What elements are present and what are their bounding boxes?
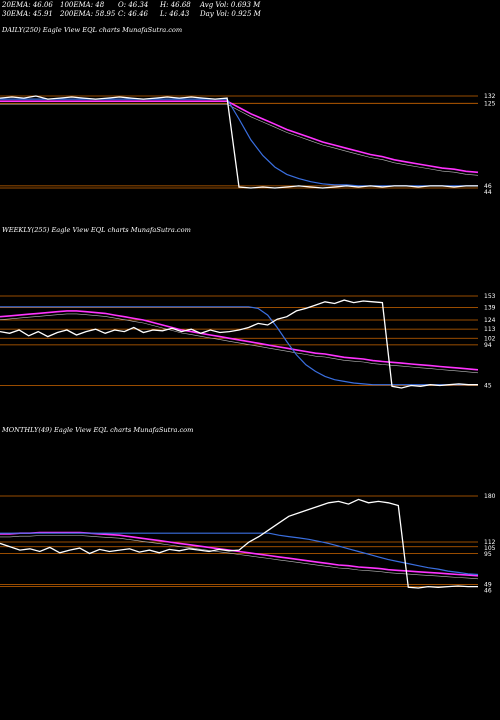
level-label-44: 44: [484, 189, 492, 196]
level-label-94: 94: [484, 342, 492, 349]
ema-mid-line: [0, 313, 479, 374]
level-label-124: 124: [484, 317, 496, 324]
open-value: O: 46.34: [118, 1, 149, 9]
level-label-45: 45: [484, 383, 492, 390]
price-line: [0, 299, 478, 389]
level-label-113: 113: [484, 326, 496, 333]
price-line: [0, 498, 478, 589]
avg-vol-value: Avg Vol: 0.693 M: [200, 1, 261, 9]
ema200-value: 200EMA: 58.95: [60, 10, 116, 18]
ema30-value: 30EMA: 45.91: [2, 10, 53, 18]
level-label-132: 132: [484, 93, 496, 100]
close-value: C: 46.46: [118, 10, 148, 18]
weekly-chart-panel: WEEKLY(255) Eagle View EQL charts Munafa…: [0, 226, 500, 396]
level-label-153: 153: [484, 293, 496, 300]
low-value: L: 46.43: [160, 10, 190, 18]
level-label-49: 49: [484, 582, 492, 589]
level-label-46: 46: [484, 183, 492, 190]
ema-fast-line: [0, 532, 479, 576]
level-label-46: 46: [484, 588, 492, 595]
ema100-value: 100EMA: 48: [60, 1, 105, 9]
price-line: [0, 95, 478, 189]
level-label-139: 139: [484, 305, 496, 312]
ema20-value: 20EMA: 46.06: [2, 1, 53, 9]
ema-slow-line: [0, 100, 479, 174]
ema-mid-line: [0, 535, 479, 580]
level-label-95: 95: [484, 551, 492, 558]
monthly-chart-title: MONTHLY(49) Eagle View EQL charts Munafa…: [2, 426, 194, 434]
indicator-header: 20EMA: 46.06 100EMA: 48 O: 46.34 H: 46.6…: [0, 0, 500, 22]
ema-fast-line: [0, 306, 478, 386]
level-label-125: 125: [484, 100, 496, 107]
level-label-105: 105: [484, 545, 496, 552]
daily-chart-title: DAILY(250) Eagle View EQL charts MunafaS…: [2, 26, 183, 34]
ema-fast-line: [0, 98, 478, 187]
monthly-chart-panel: MONTHLY(49) Eagle View EQL charts Munafa…: [0, 426, 500, 596]
level-label-112: 112: [484, 539, 496, 546]
daily-chart-panel: DAILY(250) Eagle View EQL charts MunafaS…: [0, 26, 500, 196]
ema-mid-line: [0, 103, 479, 176]
level-label-180: 180: [484, 493, 496, 500]
weekly-chart-title: WEEKLY(255) Eagle View EQL charts Munafa…: [2, 226, 191, 234]
ema-slow-line: [0, 310, 479, 371]
high-value: H: 46.68: [160, 1, 191, 9]
day-vol-value: Day Vol: 0.925 M: [200, 10, 261, 18]
ema-slow-line: [0, 531, 479, 577]
level-label-102: 102: [484, 335, 496, 342]
